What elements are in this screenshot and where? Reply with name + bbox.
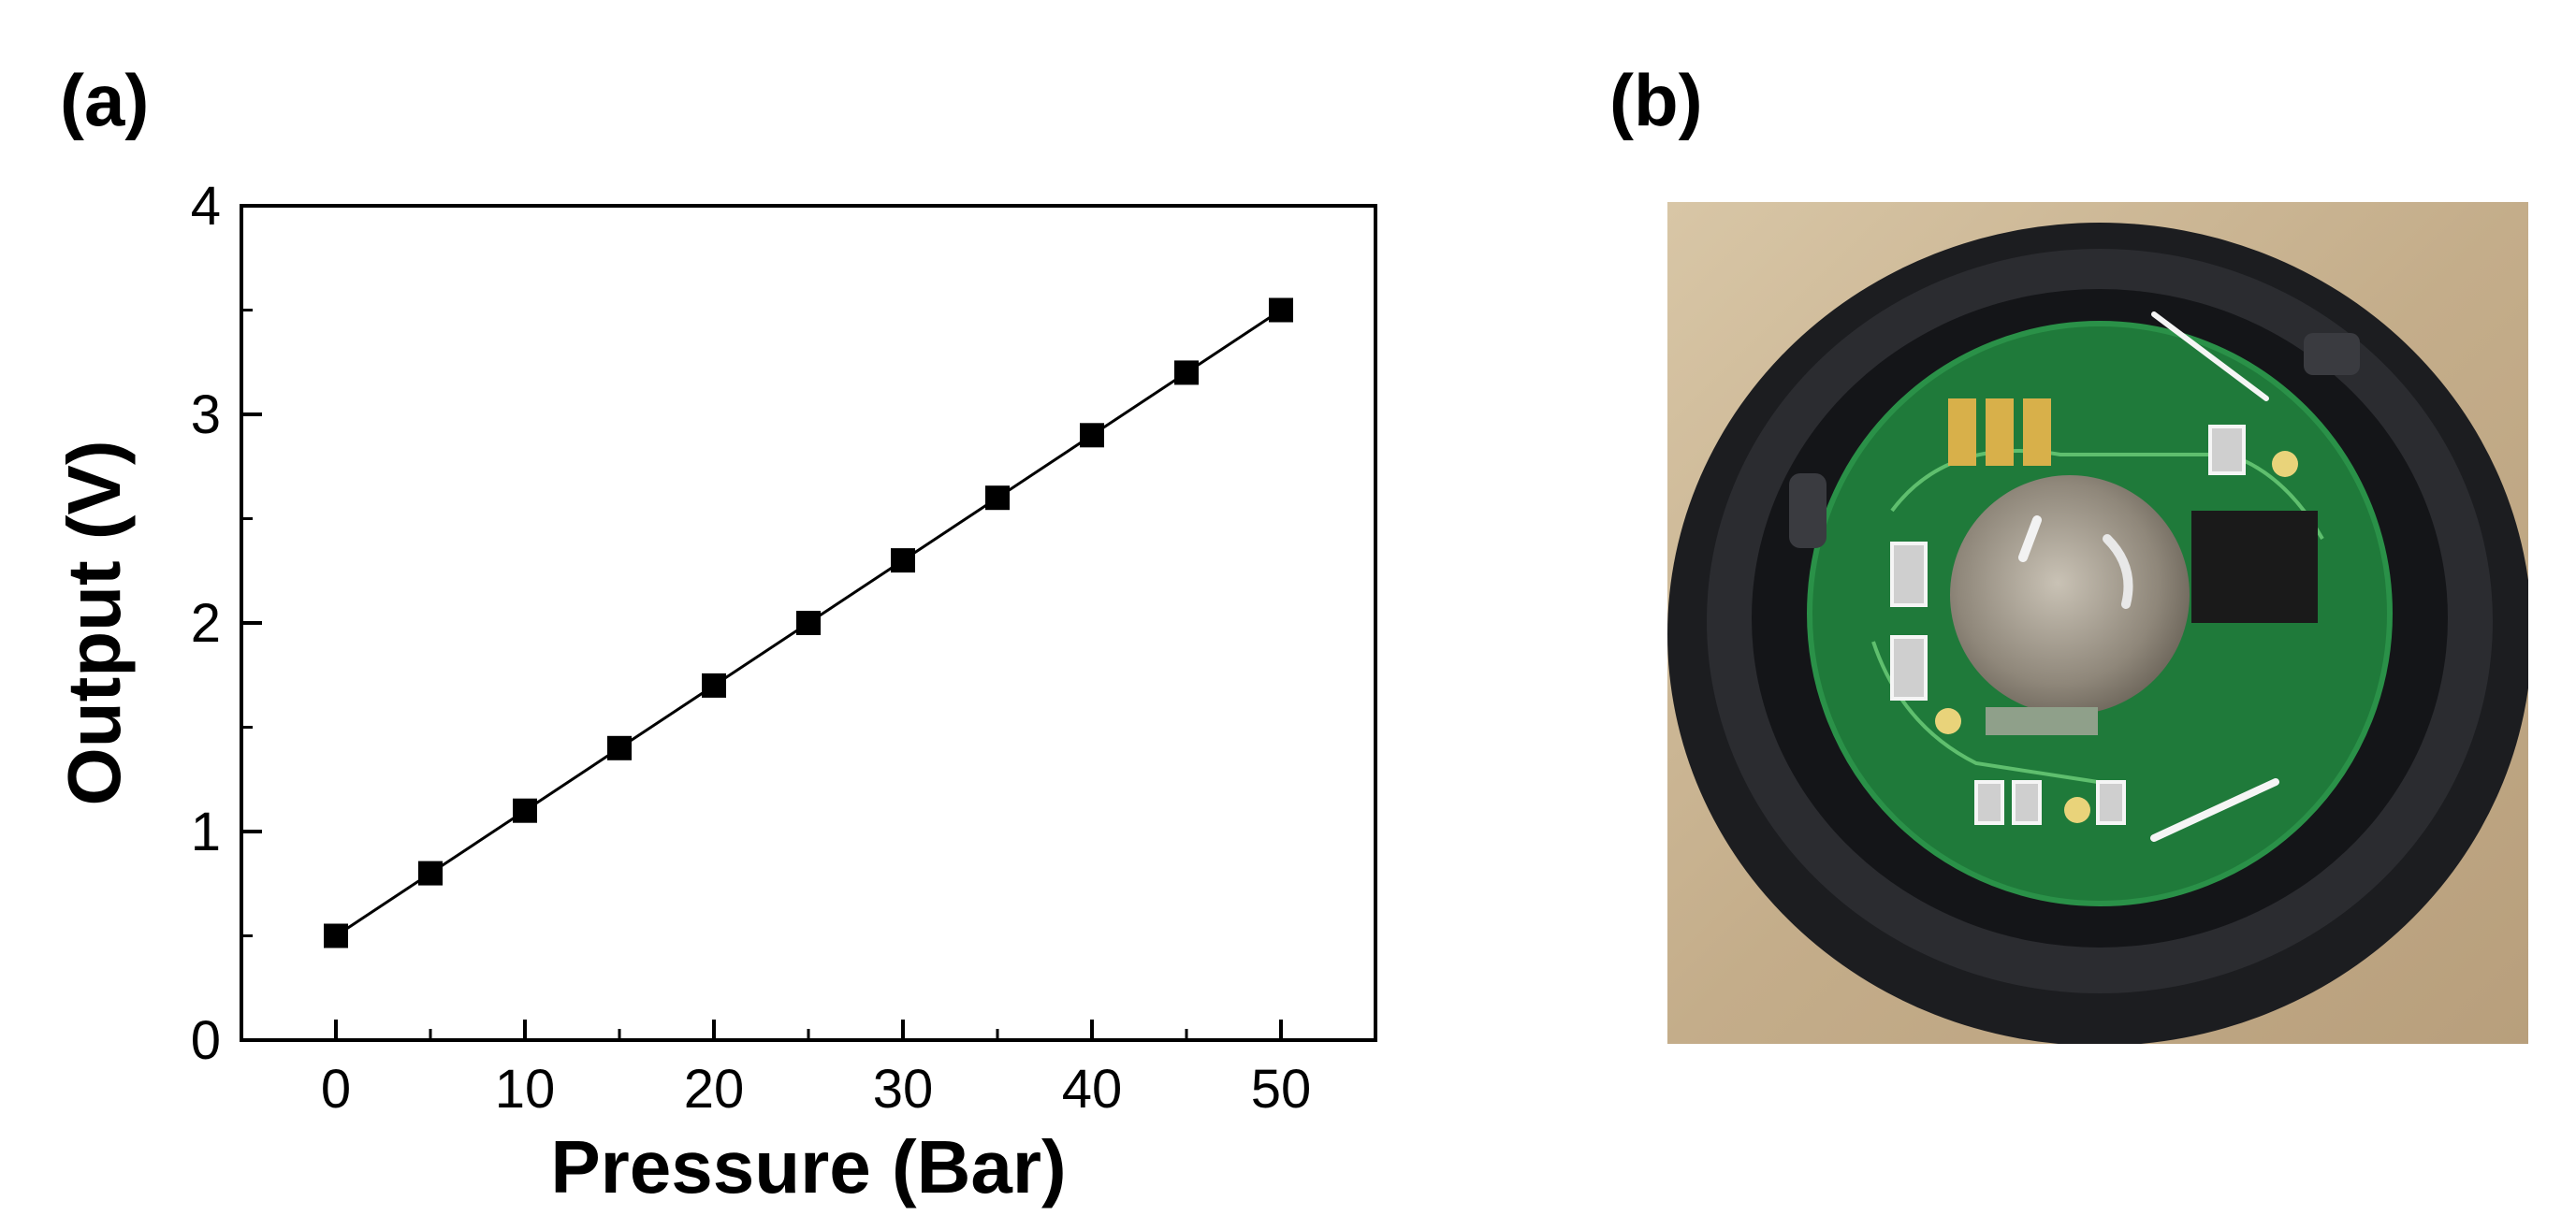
x-tick-label: 40: [1062, 1059, 1123, 1120]
x-tick-label: 20: [684, 1059, 745, 1120]
y-axis-label: Output (V): [52, 441, 136, 806]
data-point: [324, 923, 348, 948]
sensor-photo: [1667, 202, 2528, 1044]
data-point: [985, 485, 1010, 511]
x-axis-label: Pressure (Bar): [550, 1125, 1066, 1208]
y-tick-label: 0: [191, 1010, 221, 1071]
y-tick-label: 3: [191, 384, 221, 445]
data-point: [891, 548, 915, 573]
data-point: [418, 861, 443, 886]
y-tick-label: 2: [191, 593, 221, 654]
data-point: [513, 798, 537, 823]
data-point: [1080, 423, 1104, 448]
x-tick-label: 10: [495, 1059, 556, 1120]
ic-chip: [2191, 511, 2318, 623]
y-tick-label: 1: [191, 802, 221, 862]
panel-label-a: (a): [60, 59, 150, 141]
x-tick-label: 50: [1251, 1059, 1312, 1120]
x-tick-label: 30: [873, 1059, 934, 1120]
data-point: [1269, 297, 1293, 323]
panel-label-b: (b): [1609, 59, 1703, 141]
sensor-board-illustration: [1667, 202, 2528, 1044]
sensor-diaphragm: [1950, 475, 2190, 715]
data-point: [1174, 360, 1199, 385]
y-tick-label: 4: [191, 176, 221, 237]
data-point: [796, 611, 821, 635]
data-point: [702, 673, 726, 698]
data-point: [607, 735, 632, 760]
x-tick-label: 0: [321, 1059, 351, 1120]
pressure-output-chart: 0 10 20 30 40 50 0 1 2 3 4 Pressure (Bar) Output (V): [52, 176, 1377, 1208]
